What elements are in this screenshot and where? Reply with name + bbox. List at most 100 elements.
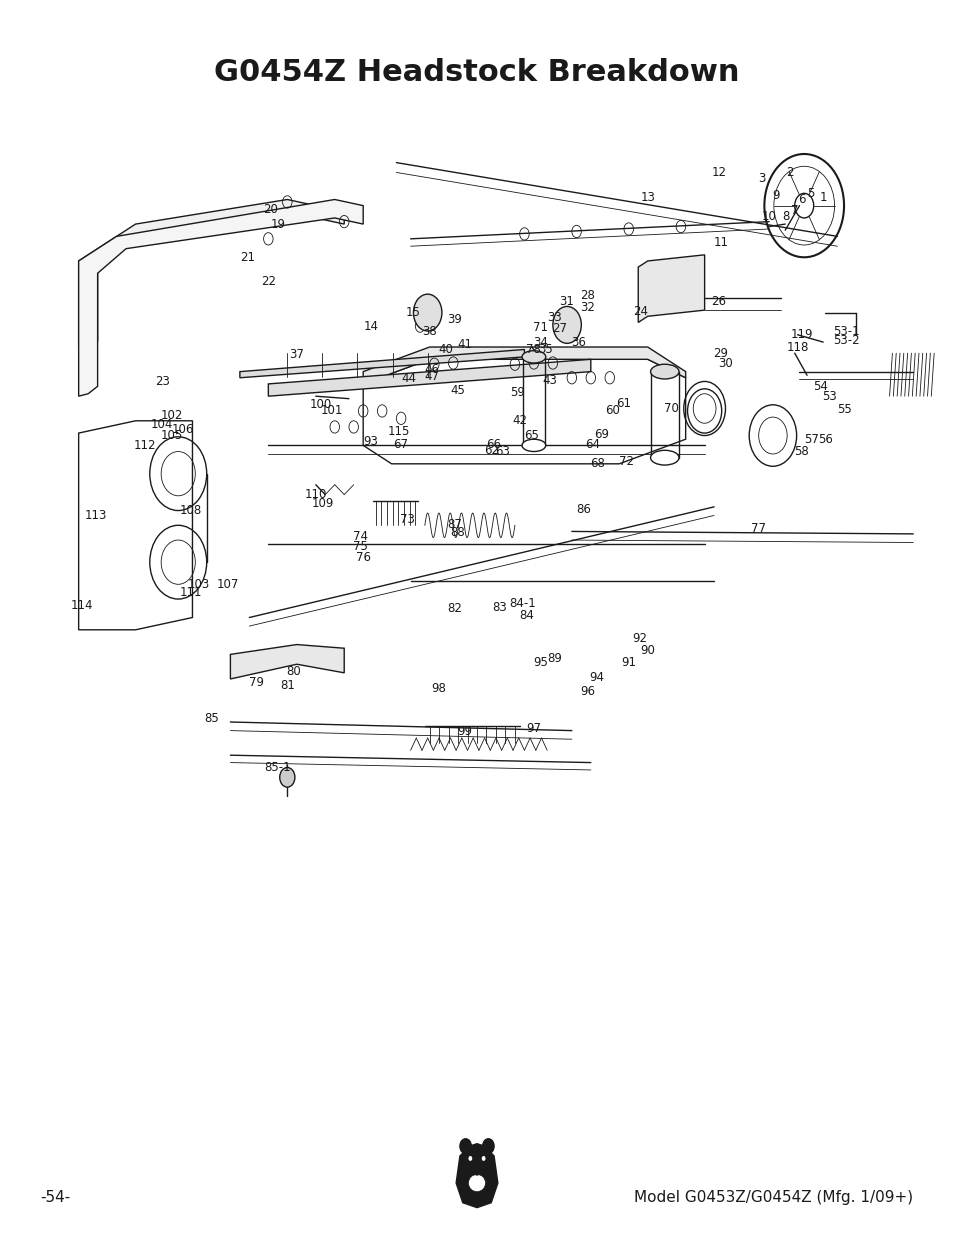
- Polygon shape: [638, 254, 704, 322]
- Text: 38: 38: [422, 325, 436, 337]
- Text: 24: 24: [632, 305, 647, 317]
- Text: 114: 114: [71, 599, 92, 611]
- Text: 63: 63: [495, 445, 510, 458]
- Text: 96: 96: [579, 684, 595, 698]
- Text: 44: 44: [401, 373, 416, 385]
- Text: 119: 119: [790, 329, 813, 341]
- Text: 91: 91: [620, 657, 636, 669]
- Text: 85-1: 85-1: [264, 761, 291, 774]
- Text: 53-2: 53-2: [833, 335, 860, 347]
- Text: 53-1: 53-1: [833, 325, 860, 337]
- Text: 92: 92: [632, 632, 647, 645]
- Text: 46: 46: [423, 363, 438, 375]
- Text: 29: 29: [713, 347, 727, 359]
- Text: 73: 73: [400, 513, 415, 526]
- Ellipse shape: [650, 364, 679, 379]
- Text: 10: 10: [760, 210, 776, 224]
- Polygon shape: [268, 359, 590, 396]
- Text: 55: 55: [837, 403, 851, 416]
- Ellipse shape: [650, 451, 679, 466]
- Circle shape: [481, 1156, 485, 1161]
- Text: 67: 67: [394, 437, 408, 451]
- Text: 37: 37: [289, 348, 304, 361]
- Polygon shape: [456, 1144, 497, 1208]
- Circle shape: [553, 306, 580, 343]
- Text: 7: 7: [790, 204, 798, 217]
- Text: 69: 69: [593, 427, 608, 441]
- Text: 75: 75: [353, 540, 368, 553]
- Text: 42: 42: [512, 414, 527, 427]
- Text: 21: 21: [240, 251, 254, 264]
- Text: 109: 109: [311, 496, 334, 510]
- Text: 3: 3: [757, 172, 764, 185]
- Text: 32: 32: [580, 301, 595, 314]
- Polygon shape: [239, 350, 524, 378]
- Text: 58: 58: [793, 445, 808, 458]
- Text: 43: 43: [542, 374, 557, 387]
- Text: 106: 106: [172, 422, 194, 436]
- Text: 15: 15: [406, 306, 420, 319]
- Text: 33: 33: [547, 311, 561, 324]
- Text: 82: 82: [446, 603, 461, 615]
- Text: 108: 108: [179, 504, 201, 517]
- Circle shape: [468, 1156, 472, 1161]
- Text: 66: 66: [486, 437, 501, 451]
- Text: 79: 79: [249, 676, 264, 689]
- Circle shape: [413, 294, 441, 331]
- Text: 27: 27: [552, 322, 566, 335]
- Text: 56: 56: [817, 432, 832, 446]
- Text: 6: 6: [798, 193, 805, 206]
- Text: 102: 102: [160, 409, 183, 422]
- Text: 41: 41: [456, 338, 472, 351]
- Circle shape: [279, 767, 294, 787]
- Text: 36: 36: [571, 336, 585, 348]
- Ellipse shape: [521, 351, 545, 363]
- Text: 84-1: 84-1: [509, 598, 536, 610]
- Text: 84: 84: [518, 609, 533, 621]
- Text: 59: 59: [510, 387, 525, 399]
- Text: 98: 98: [431, 682, 446, 695]
- Text: 94: 94: [588, 672, 603, 684]
- Text: 30: 30: [718, 357, 732, 369]
- Text: 89: 89: [547, 652, 561, 664]
- Text: 62: 62: [483, 443, 498, 457]
- Text: 9: 9: [771, 189, 779, 203]
- Text: 61: 61: [616, 398, 631, 410]
- Polygon shape: [78, 200, 344, 347]
- Polygon shape: [363, 359, 685, 464]
- Text: 93: 93: [363, 435, 377, 448]
- Text: 103: 103: [188, 578, 210, 590]
- Text: 2: 2: [785, 165, 793, 179]
- Text: 34: 34: [533, 336, 547, 348]
- Text: 5: 5: [806, 186, 814, 200]
- Circle shape: [482, 1139, 494, 1153]
- Ellipse shape: [468, 1174, 485, 1192]
- Text: 85: 85: [204, 711, 218, 725]
- Text: 20: 20: [262, 203, 277, 216]
- Ellipse shape: [474, 1171, 479, 1176]
- Text: 87: 87: [447, 517, 462, 531]
- Polygon shape: [231, 645, 344, 679]
- Text: 81: 81: [279, 678, 294, 692]
- Text: 74: 74: [353, 530, 368, 543]
- Text: 23: 23: [154, 375, 170, 388]
- Text: 77: 77: [750, 522, 765, 536]
- Text: 54: 54: [812, 380, 827, 393]
- Text: G0454Z Headstock Breakdown: G0454Z Headstock Breakdown: [214, 58, 739, 88]
- Text: 39: 39: [446, 314, 461, 326]
- Ellipse shape: [521, 440, 545, 452]
- Text: 72: 72: [618, 454, 634, 468]
- Text: 31: 31: [558, 295, 573, 308]
- Text: 28: 28: [580, 289, 595, 301]
- Text: 112: 112: [133, 438, 156, 452]
- Text: 110: 110: [304, 488, 327, 501]
- Text: 100: 100: [309, 399, 332, 411]
- Text: 65: 65: [524, 429, 538, 442]
- Text: 80: 80: [286, 666, 301, 678]
- Text: 19: 19: [270, 217, 285, 231]
- Text: 11: 11: [713, 236, 727, 249]
- Text: 12: 12: [711, 165, 725, 179]
- Text: 88: 88: [450, 526, 465, 540]
- Text: 99: 99: [456, 725, 472, 739]
- Text: 13: 13: [639, 190, 655, 204]
